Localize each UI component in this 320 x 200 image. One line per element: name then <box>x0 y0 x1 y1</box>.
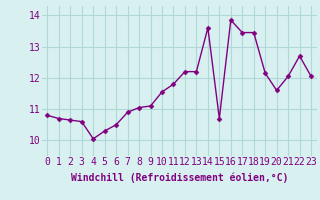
X-axis label: Windchill (Refroidissement éolien,°C): Windchill (Refroidissement éolien,°C) <box>70 173 288 183</box>
